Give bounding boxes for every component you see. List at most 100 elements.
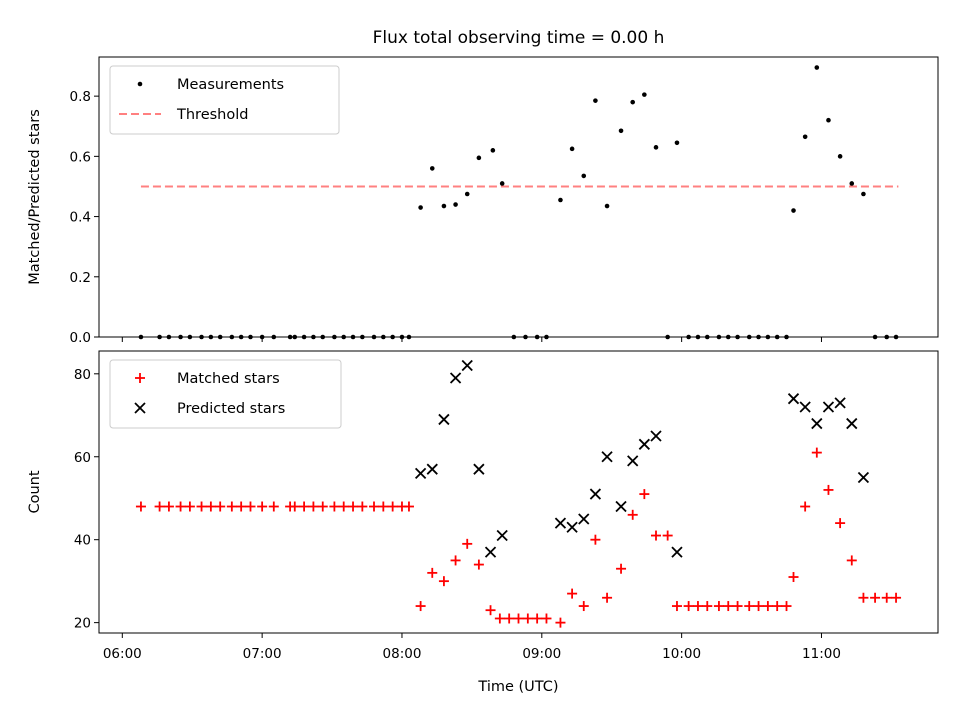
matched-star-point — [723, 601, 734, 612]
matched-star-point — [627, 509, 638, 520]
count-panel: 20 40 60 80 06:00 07:00 08:00 09:00 10:00 11:00 Co… — [27, 350, 939, 662]
matched-star-point — [800, 501, 811, 512]
matched-star-point — [744, 601, 755, 612]
x-stroke-b — [811, 417, 823, 430]
matched-star-point — [781, 601, 792, 612]
measurement-point — [499, 181, 505, 186]
matched-star-point — [196, 501, 207, 512]
measurement-point — [593, 98, 598, 103]
y-axis-title: Matched/Predicted stars — [27, 109, 43, 285]
series-plus — [135, 447, 902, 628]
measurement-point — [653, 145, 659, 150]
matched-star-point — [616, 563, 627, 574]
predicted-star-point — [461, 359, 473, 372]
predicted-star-point — [449, 372, 462, 384]
x-stroke-b — [426, 463, 438, 475]
x-tick-label: 09:00 — [522, 646, 561, 662]
matched-star-point — [462, 538, 473, 549]
measurement-point — [137, 81, 143, 87]
x-stroke-b — [589, 488, 602, 500]
x-axis-title: Time (UTC) — [477, 679, 558, 695]
x-tick-label: 11:00 — [802, 646, 841, 662]
matched-star-point — [713, 601, 724, 612]
x-stroke-b — [461, 359, 473, 372]
x-stroke-b — [834, 397, 846, 409]
measurement-point — [837, 154, 843, 159]
predicted-star-point — [438, 413, 450, 426]
matched-star-point — [702, 601, 713, 612]
plot-frame — [98, 350, 939, 634]
matched-star-point — [369, 501, 380, 512]
matched-star-point — [662, 530, 673, 541]
legend-label: Predicted stars — [177, 401, 285, 417]
matched-star-point — [450, 555, 461, 566]
matched-star-point — [348, 501, 359, 512]
measurement-point — [490, 148, 496, 153]
matched-star-point — [175, 501, 186, 512]
x-tick-label: 06:00 — [103, 646, 142, 662]
x-stroke-b — [615, 500, 627, 513]
predicted-star-point — [834, 397, 846, 409]
series-x — [414, 359, 870, 558]
predicted-star-point — [566, 521, 578, 533]
measurement-point — [849, 181, 855, 186]
predicted-star-point — [811, 417, 823, 430]
measurement-point — [453, 202, 458, 207]
measurement-point — [569, 146, 575, 152]
y-tick-label: 0.4 — [70, 210, 91, 226]
y-tick-label: 20 — [74, 616, 91, 632]
measurement-point — [630, 99, 635, 105]
predicted-star-point — [627, 455, 639, 467]
matched-star-point — [163, 501, 174, 512]
matched-star-point — [870, 592, 881, 603]
matched-star-point — [835, 518, 846, 529]
measurement-point — [642, 92, 647, 97]
measurement-point — [418, 205, 423, 210]
ratio-panel: 0.0 0.2 0.4 0.6 0.8 Matched/Predicted stars Me… — [27, 56, 939, 346]
y-tick-label: 0.2 — [70, 270, 91, 286]
x-stroke-b — [799, 401, 811, 413]
matched-star-point — [308, 501, 319, 512]
matched-star-point — [522, 613, 533, 624]
x-stroke-b — [578, 513, 590, 525]
predicted-star-point — [426, 463, 438, 475]
matched-star-point — [494, 613, 505, 624]
x-tick-label: 10:00 — [662, 646, 701, 662]
predicted-star-point — [650, 430, 662, 442]
x-stroke-b — [438, 413, 450, 426]
x-stroke-b — [414, 467, 427, 479]
x-stroke-b — [473, 463, 485, 475]
matched-star-point — [378, 501, 389, 512]
predicted-star-point — [578, 513, 590, 525]
matched-star-point — [532, 613, 543, 624]
measurement-point — [464, 191, 470, 197]
x-stroke-b — [484, 546, 497, 558]
predicted-star-point — [496, 529, 508, 542]
matched-star-point — [329, 501, 340, 512]
matched-star-point — [154, 501, 165, 512]
measurement-point — [441, 203, 447, 209]
matched-star-point — [692, 601, 703, 612]
matched-star-point — [639, 489, 650, 500]
predicted-star-point — [822, 401, 835, 413]
matched-star-point — [788, 572, 799, 583]
matched-star-point — [590, 534, 601, 545]
matched-star-point — [415, 601, 426, 612]
matched-star-point — [823, 484, 834, 495]
matched-star-point — [135, 501, 146, 512]
matched-star-point — [555, 617, 566, 628]
predicted-star-point — [484, 546, 497, 558]
predicted-star-point — [554, 517, 567, 529]
legend-box — [109, 359, 342, 429]
predicted-star-point — [799, 401, 811, 413]
matched-star-point — [268, 501, 279, 512]
matched-star-point — [513, 613, 524, 624]
matched-star-point — [184, 501, 195, 512]
x-stroke-b — [449, 372, 462, 384]
predicted-star-point — [846, 417, 858, 430]
predicted-star-point — [601, 451, 613, 463]
matched-star-point — [338, 501, 349, 512]
legend-label: Threshold — [176, 107, 248, 123]
x-stroke-b — [671, 546, 683, 558]
x-stroke-b — [134, 402, 146, 414]
